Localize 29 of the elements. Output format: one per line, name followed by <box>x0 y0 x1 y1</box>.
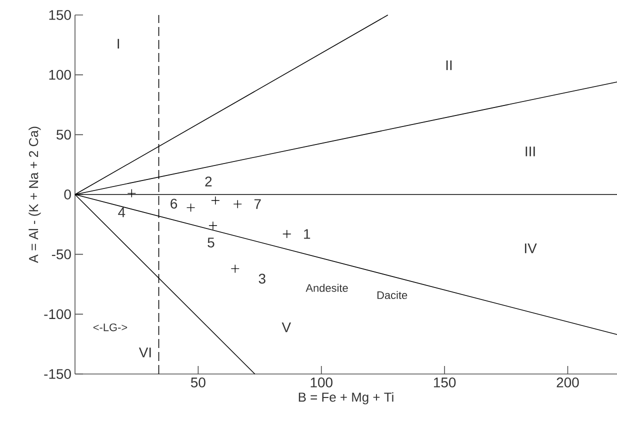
annotation: 4 <box>118 208 126 218</box>
x-tick-label: 150 <box>434 378 456 388</box>
annotation: II <box>446 60 452 70</box>
annotation: IV <box>524 244 537 254</box>
annotation: 7 <box>254 199 261 209</box>
y-tick-label: 0 <box>64 190 71 200</box>
y-tick-label: -150 <box>44 369 71 379</box>
annotation: I <box>118 38 120 49</box>
annotation: 3 <box>258 274 266 284</box>
annotation: Andesite <box>306 284 348 292</box>
annotation: <-LG-> <box>93 323 128 332</box>
annotation: 6 <box>170 198 178 209</box>
y-axis-title: A = Al - (K + Na + 2 Ca) <box>28 126 41 264</box>
x-axis-title: B = Fe + Mg + Ti <box>298 392 394 404</box>
annotation: VI <box>138 348 151 358</box>
y-tick-label: -100 <box>44 309 71 320</box>
annotation: V <box>282 322 291 332</box>
annotation: 2 <box>205 176 212 186</box>
annotation: 1 <box>304 229 310 239</box>
y-tick-label: 150 <box>49 10 71 20</box>
annotation: III <box>526 146 535 156</box>
annotation: 5 <box>208 238 214 248</box>
x-tick-label: 50 <box>190 378 206 388</box>
x-tick-label: 100 <box>310 378 332 388</box>
y-tick-label: -50 <box>52 249 71 260</box>
annotation: Dacite <box>377 291 408 300</box>
y-tick-label: 100 <box>49 70 71 80</box>
y-tick-label: 50 <box>56 130 71 140</box>
x-tick-label: 200 <box>556 378 579 388</box>
